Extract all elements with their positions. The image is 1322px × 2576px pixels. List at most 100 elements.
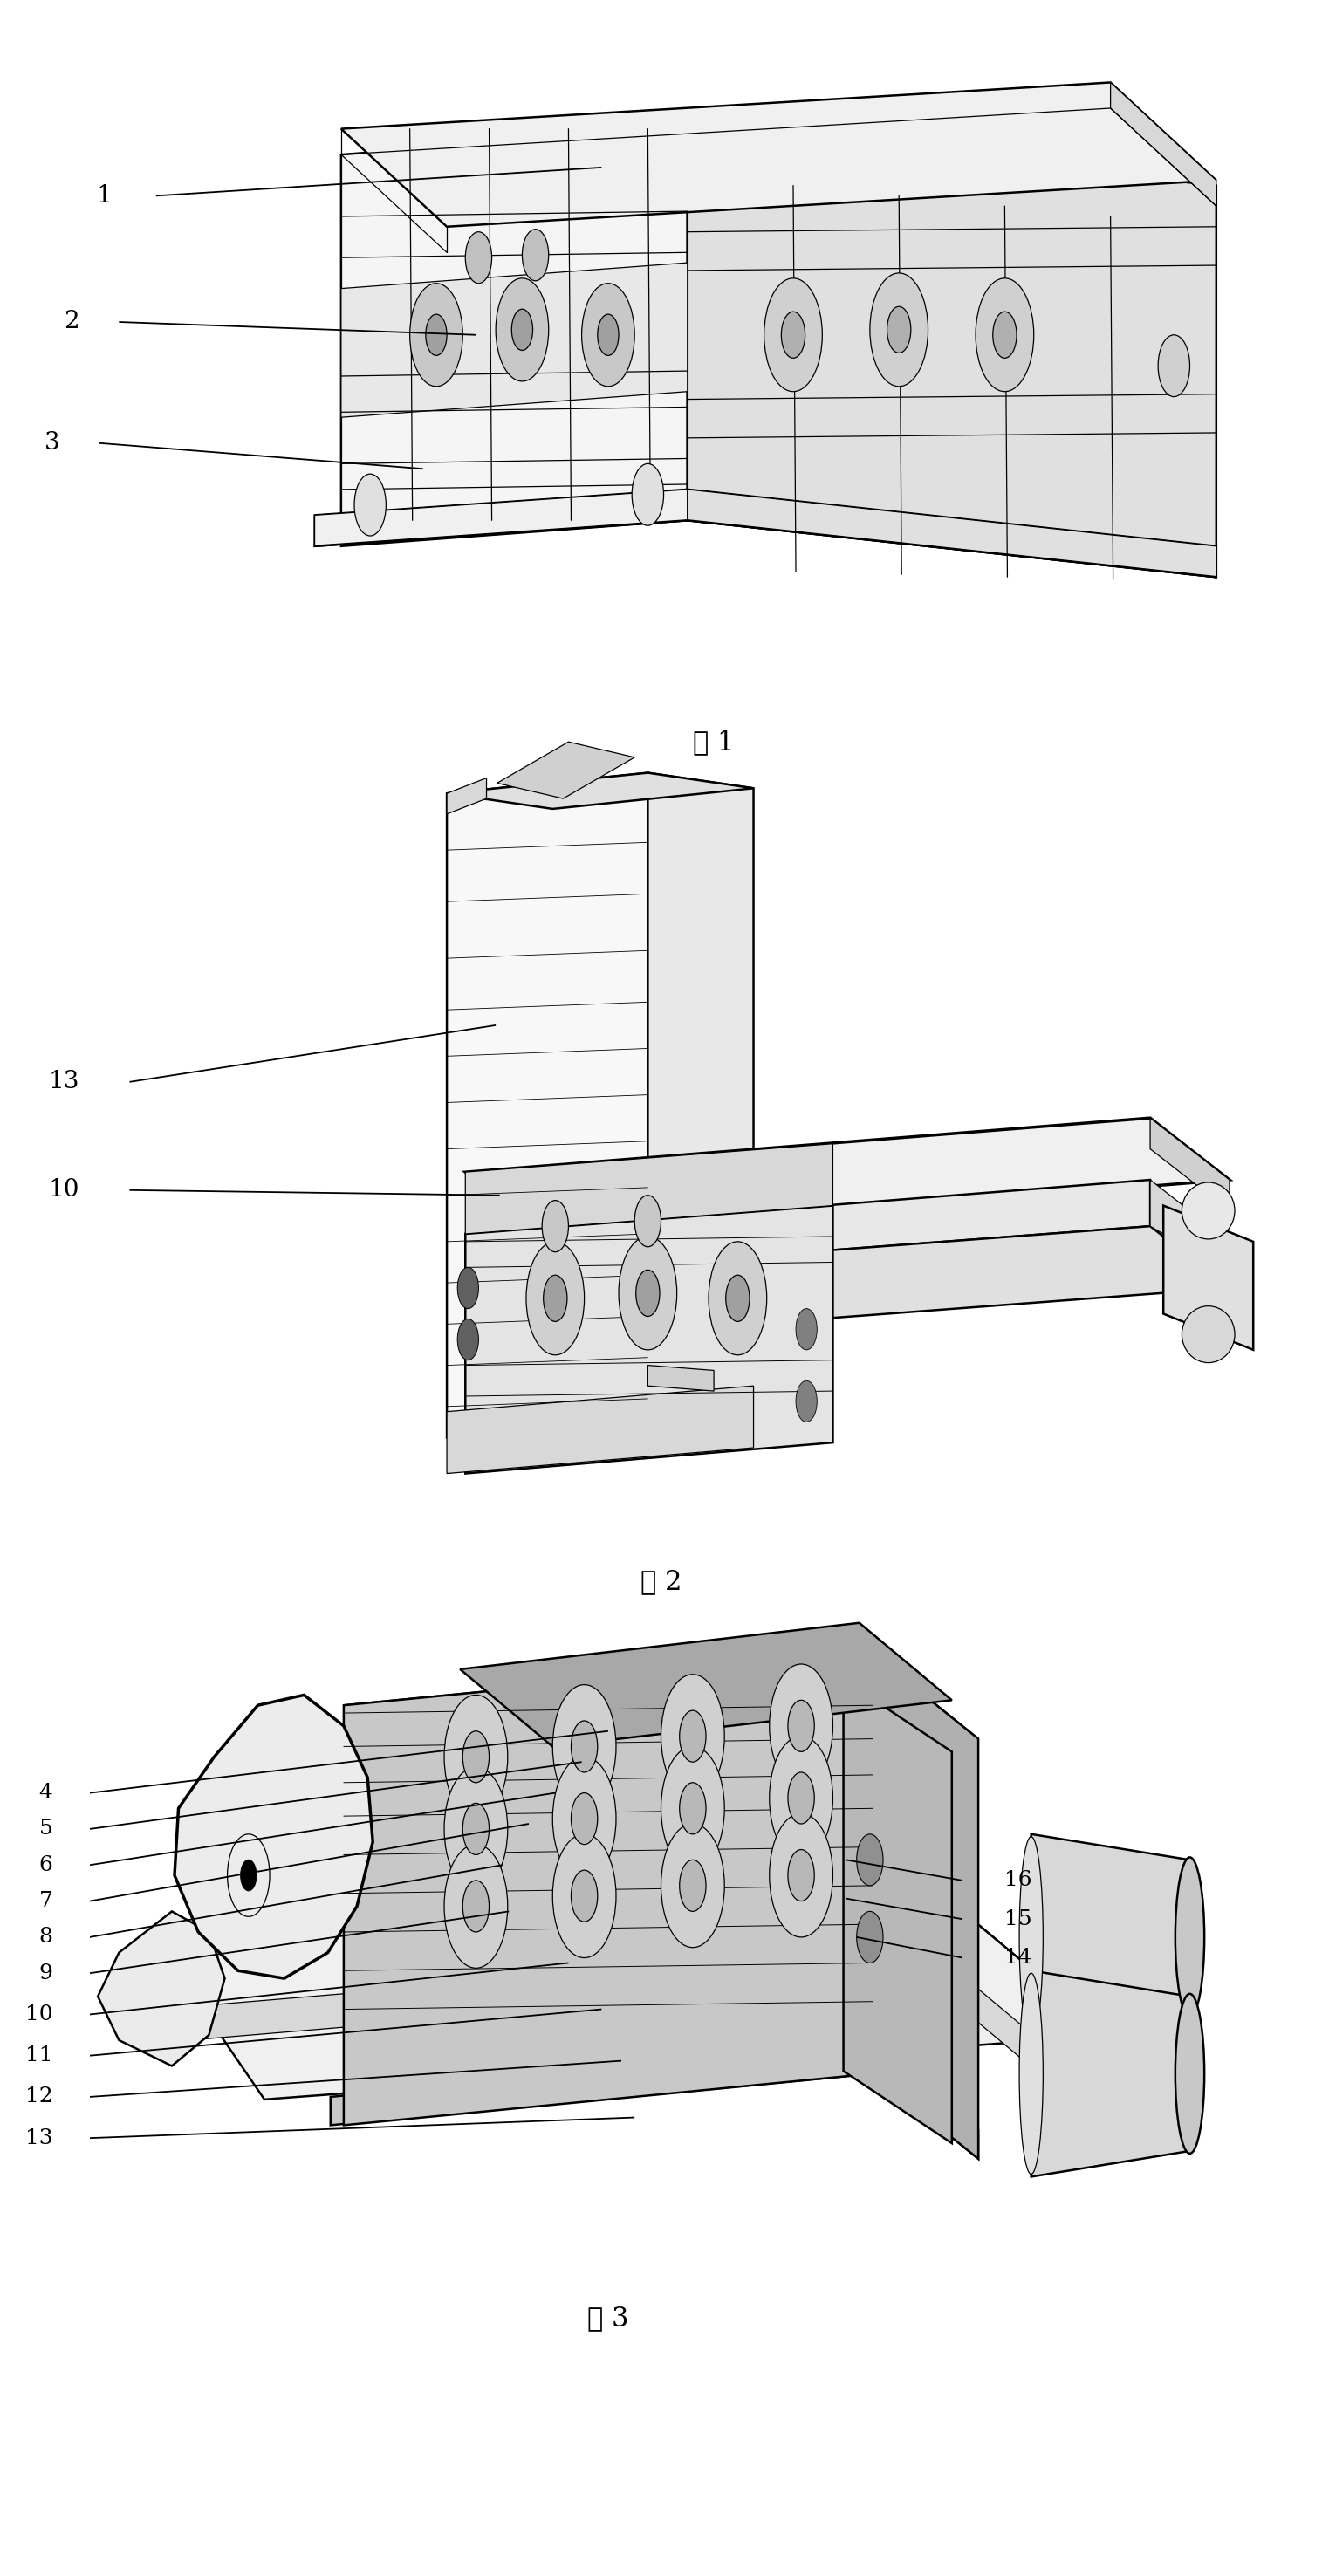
Text: 图 1: 图 1 <box>693 729 735 755</box>
Text: 12: 12 <box>25 2087 53 2107</box>
Circle shape <box>354 474 386 536</box>
Circle shape <box>463 1803 489 1855</box>
Circle shape <box>661 1747 724 1870</box>
Circle shape <box>543 1275 567 1321</box>
Circle shape <box>457 1267 479 1309</box>
Circle shape <box>769 1736 833 1860</box>
Circle shape <box>526 1242 584 1355</box>
Polygon shape <box>1031 1971 1190 2177</box>
Polygon shape <box>465 1180 1150 1278</box>
Text: 15: 15 <box>1005 1909 1032 1929</box>
Circle shape <box>553 1685 616 1808</box>
Ellipse shape <box>1182 1306 1235 1363</box>
Text: 3: 3 <box>44 430 59 456</box>
Circle shape <box>542 1200 568 1252</box>
Polygon shape <box>447 773 648 1437</box>
Circle shape <box>241 1860 256 1891</box>
Polygon shape <box>447 778 486 814</box>
Ellipse shape <box>1175 1994 1204 2154</box>
Circle shape <box>553 1757 616 1880</box>
Polygon shape <box>175 1695 373 1978</box>
Circle shape <box>632 464 664 526</box>
Ellipse shape <box>1019 1973 1043 2174</box>
Polygon shape <box>159 1880 1110 2099</box>
Circle shape <box>496 278 549 381</box>
Text: 14: 14 <box>1005 1947 1032 1968</box>
Circle shape <box>571 1870 598 1922</box>
Circle shape <box>661 1674 724 1798</box>
Circle shape <box>726 1275 750 1321</box>
Polygon shape <box>341 129 687 546</box>
Polygon shape <box>344 1654 978 1790</box>
Ellipse shape <box>1182 1182 1235 1239</box>
Circle shape <box>465 232 492 283</box>
Circle shape <box>788 1772 814 1824</box>
Text: 8: 8 <box>40 1927 53 1947</box>
Polygon shape <box>447 1386 754 1473</box>
Polygon shape <box>447 773 754 809</box>
Polygon shape <box>1150 1180 1229 1273</box>
Polygon shape <box>1150 1118 1229 1211</box>
Polygon shape <box>465 1118 1229 1234</box>
Circle shape <box>619 1236 677 1350</box>
Polygon shape <box>1110 82 1216 206</box>
Circle shape <box>463 1731 489 1783</box>
Circle shape <box>769 1664 833 1788</box>
Polygon shape <box>648 773 754 1432</box>
Circle shape <box>788 1700 814 1752</box>
Circle shape <box>680 1860 706 1911</box>
Polygon shape <box>315 489 1216 577</box>
Text: 2: 2 <box>63 309 79 335</box>
Circle shape <box>598 314 619 355</box>
Polygon shape <box>687 129 1216 577</box>
Circle shape <box>993 312 1017 358</box>
Polygon shape <box>465 1226 1229 1340</box>
Circle shape <box>457 1319 479 1360</box>
Polygon shape <box>843 1680 952 2143</box>
Circle shape <box>680 1710 706 1762</box>
Text: 11: 11 <box>25 2045 53 2066</box>
Circle shape <box>636 1270 660 1316</box>
Circle shape <box>976 278 1034 392</box>
Polygon shape <box>465 1144 833 1234</box>
Circle shape <box>444 1767 508 1891</box>
Ellipse shape <box>1019 1837 1043 2038</box>
Polygon shape <box>648 1365 714 1391</box>
Circle shape <box>582 283 635 386</box>
Circle shape <box>870 273 928 386</box>
Polygon shape <box>341 263 687 417</box>
Circle shape <box>426 314 447 355</box>
Text: 4: 4 <box>40 1783 53 1803</box>
Circle shape <box>769 1814 833 1937</box>
Circle shape <box>887 307 911 353</box>
Polygon shape <box>1031 1834 1190 2040</box>
Text: 图 2: 图 2 <box>640 1569 682 1595</box>
Circle shape <box>1158 335 1190 397</box>
Text: 7: 7 <box>40 1891 53 1911</box>
Text: 5: 5 <box>40 1819 53 1839</box>
Circle shape <box>857 1911 883 1963</box>
Circle shape <box>571 1721 598 1772</box>
Circle shape <box>512 309 533 350</box>
Circle shape <box>463 1880 489 1932</box>
Text: 6: 6 <box>40 1855 53 1875</box>
Polygon shape <box>460 1623 952 1747</box>
Circle shape <box>788 1850 814 1901</box>
Circle shape <box>764 278 822 392</box>
Circle shape <box>781 312 805 358</box>
Polygon shape <box>341 82 1216 227</box>
Polygon shape <box>873 1654 978 2159</box>
Circle shape <box>410 283 463 386</box>
Text: 16: 16 <box>1005 1870 1032 1891</box>
Circle shape <box>680 1783 706 1834</box>
Ellipse shape <box>1175 1857 1204 2017</box>
Polygon shape <box>159 1945 1110 2133</box>
Circle shape <box>857 1834 883 1886</box>
Circle shape <box>709 1242 767 1355</box>
Text: 10: 10 <box>25 2004 53 2025</box>
Circle shape <box>571 1793 598 1844</box>
Polygon shape <box>497 742 635 799</box>
Circle shape <box>796 1381 817 1422</box>
Circle shape <box>661 1824 724 1947</box>
Circle shape <box>444 1844 508 1968</box>
